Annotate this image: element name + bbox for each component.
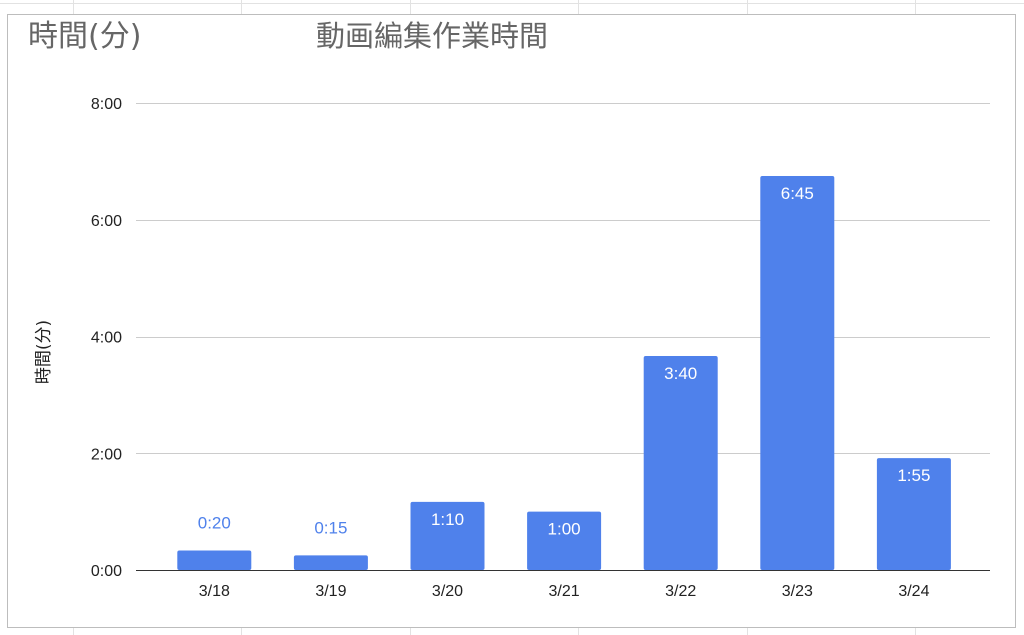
data-label: 3:40 xyxy=(664,364,697,383)
data-label: 0:20 xyxy=(198,514,231,533)
data-label: 6:45 xyxy=(781,184,814,203)
data-label: 1:10 xyxy=(431,510,464,529)
x-tick-label: 3/22 xyxy=(665,583,696,600)
y-axis-title: 時間(分) xyxy=(34,320,54,384)
x-tick-label: 3/21 xyxy=(549,583,580,600)
data-label: 1:00 xyxy=(548,520,581,539)
x-tick-label: 3/20 xyxy=(432,583,463,600)
bar[interactable] xyxy=(760,175,835,570)
y-tick-label: 4:00 xyxy=(91,330,122,347)
chart-panel[interactable] xyxy=(7,14,1016,628)
gridlines xyxy=(136,103,990,571)
bar[interactable] xyxy=(527,511,602,570)
y-axis-ticks: 0:00 2:00 4:00 6:00 8:00 xyxy=(91,96,122,580)
y-tick-label: 2:00 xyxy=(91,446,122,463)
data-label: 1:55 xyxy=(897,466,930,485)
bar[interactable] xyxy=(293,555,368,570)
x-tick-label: 3/18 xyxy=(199,583,230,600)
data-labels: 0:20 0:15 1:10 1:00 3:40 6:45 1:55 xyxy=(198,184,931,539)
bar[interactable] xyxy=(876,458,951,570)
data-label: 0:15 xyxy=(314,518,347,537)
bars xyxy=(177,175,951,570)
y-tick-label: 6:00 xyxy=(91,213,122,230)
x-axis-ticks: 3/18 3/19 3/20 3/21 3/22 3/23 3/24 xyxy=(199,583,930,600)
chart-title: 動画編集作業時間 xyxy=(316,19,549,53)
cell-header-label: 時間(分) xyxy=(28,19,142,54)
x-tick-label: 3/24 xyxy=(898,583,929,600)
bar[interactable] xyxy=(410,501,485,570)
x-tick-label: 3/23 xyxy=(782,583,813,600)
bar[interactable] xyxy=(643,355,718,570)
y-tick-label: 0:00 xyxy=(91,563,122,580)
y-tick-label: 8:00 xyxy=(91,96,122,113)
x-tick-label: 3/19 xyxy=(315,583,346,600)
bar[interactable] xyxy=(177,550,252,570)
